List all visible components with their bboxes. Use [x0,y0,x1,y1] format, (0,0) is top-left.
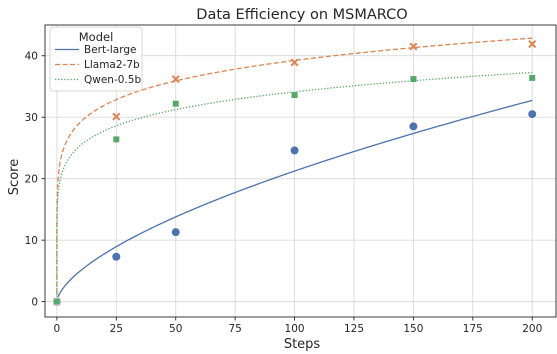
data-point [112,135,120,143]
legend-label: Bert-large [84,44,137,56]
x-tick-label: 50 [169,323,182,335]
data-point [527,109,537,119]
legend-label: Llama2-7b [84,59,140,71]
data-point [289,145,300,156]
data-point [111,252,121,262]
y-tick-label: 20 [25,173,38,185]
x-tick-label: 200 [522,323,542,335]
data-point [171,75,180,84]
x-tick-label: 100 [285,323,305,335]
legend-box [49,26,143,92]
x-tick-label: 75 [228,323,241,335]
x-marker-stroke [409,42,418,51]
legend-label: Qwen-0.5b [84,74,141,86]
y-axis-title: Score [7,159,22,195]
y-tick-label: 10 [25,235,38,247]
x-axis-title: Steps [284,337,321,352]
data-point [528,40,537,49]
legend: Model Bert-large Llama2-7b Qwen-0.5b [49,26,143,92]
fit-curve [56,71,533,302]
x-marker-stroke [528,40,537,49]
y-tick-label: 40 [25,51,38,63]
data-point [172,100,180,108]
x-marker-stroke [112,112,121,121]
axis-ticks: 0 25 50 75 100 125 150 175 200 0 10 20 30 40 [25,51,543,335]
fit-curve [56,37,533,302]
data-point [112,112,121,121]
x-tick-label: 150 [403,323,423,335]
data-point [408,121,418,132]
x-tick-label: 25 [110,323,123,335]
x-marker-stroke [171,75,180,84]
data-points [52,40,537,307]
plot-frame [44,24,557,318]
fit-curves [56,37,533,302]
data-point [171,227,181,237]
y-tick-label: 0 [31,296,38,308]
y-tick-label: 30 [25,112,38,124]
chart-title: Data Efficiency on MSMARCO [196,7,407,23]
legend-title: Model [79,30,114,44]
data-point [53,298,61,306]
x-marker-stroke [290,58,299,67]
fit-curve [56,99,533,302]
data-point [291,91,298,99]
data-point [409,42,418,51]
data-point [409,75,417,83]
x-tick-label: 125 [344,323,364,335]
data-point [528,74,536,82]
legend-items: Bert-large Llama2-7b Qwen-0.5b [55,44,141,86]
data-point [290,58,299,67]
x-tick-label: 0 [54,323,61,335]
x-tick-label: 175 [463,323,483,335]
